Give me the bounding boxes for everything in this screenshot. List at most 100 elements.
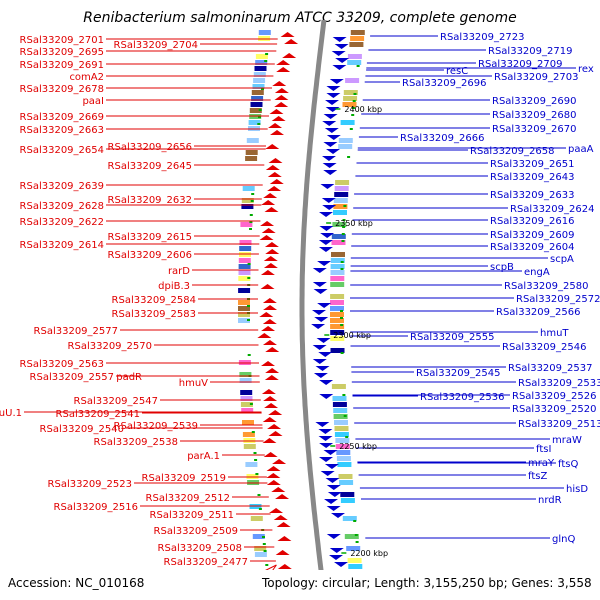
forward-gene-arrow	[257, 333, 272, 338]
reverse-gene-arrow	[323, 142, 338, 147]
reverse-gene-arrow	[314, 317, 329, 322]
gene-label-left: RSal33209_2615	[108, 232, 192, 243]
cog-band-inner	[331, 240, 346, 245]
forward-gene-arrow	[263, 193, 278, 198]
cog-band-inner	[346, 546, 361, 551]
gene-label-right: resC	[446, 66, 468, 77]
forward-gene-arrow	[265, 249, 280, 254]
cog-band-outer	[250, 516, 263, 521]
forward-gene-arrow	[268, 410, 283, 415]
rna-marker	[355, 541, 359, 543]
forward-gene-arrow	[264, 403, 279, 408]
rna-marker	[342, 394, 346, 396]
gene-label-left: RSal33209_2540	[40, 424, 124, 435]
rna-marker	[257, 123, 261, 125]
cog-band-outer	[240, 390, 253, 395]
rna-marker	[351, 114, 355, 116]
cog-band-outer	[239, 372, 252, 377]
reverse-gene-arrow	[316, 338, 331, 343]
tick-label: 2400 kbp	[344, 105, 382, 114]
map-title: Renibacterium salmoninarum ATCC 33209, c…	[83, 10, 516, 26]
reverse-gene-arrow	[319, 212, 334, 217]
gene-label-right: RSal33209_2555	[410, 332, 494, 343]
cog-band-outer	[241, 198, 254, 203]
rna-marker	[254, 459, 258, 461]
cog-band-inner	[334, 420, 348, 425]
reverse-gene-arrow	[317, 303, 332, 308]
gene-label-left: RSal33209_2547	[74, 396, 158, 407]
forward-gene-arrow	[266, 466, 281, 471]
forward-gene-arrow	[262, 319, 277, 324]
forward-gene-arrow	[274, 88, 289, 93]
gene-label-left: parA.1	[187, 451, 220, 462]
reverse-gene-arrow	[320, 184, 335, 189]
rna-marker	[249, 214, 253, 216]
reverse-gene-arrow	[332, 65, 347, 70]
gene-label-right: RSal33209_2658	[470, 146, 554, 157]
cog-band-outer	[255, 54, 268, 59]
gene-label-left: RSal33209_2695	[20, 47, 104, 58]
forward-gene-arrow	[263, 452, 278, 457]
reverse-gene-arrow	[319, 226, 334, 231]
cog-band-inner	[345, 78, 360, 83]
gene-label-left: RSal33209_2663	[20, 125, 104, 136]
gene-label-left: RSal33209_2508	[158, 543, 242, 554]
cog-band-inner	[336, 450, 351, 455]
cog-band-outer	[250, 102, 263, 107]
reverse-gene-arrow	[315, 422, 330, 427]
forward-gene-arrow	[282, 53, 297, 58]
gene-label-left: RSal33209_2538	[94, 437, 178, 448]
tick-label: 2250 kbp	[339, 442, 377, 451]
reverse-gene-arrow	[335, 58, 350, 63]
cog-band-inner	[335, 444, 350, 449]
cog-band-outer	[238, 276, 251, 281]
gene-label-left: RSal33209_2632	[108, 195, 192, 206]
reverse-gene-arrow	[323, 114, 338, 119]
rna-marker	[354, 534, 358, 536]
rna-marker	[345, 436, 349, 438]
forward-gene-arrow	[259, 312, 274, 317]
cog-band-outer	[242, 186, 255, 191]
forward-gene-arrow	[276, 67, 291, 72]
reverse-gene-arrow	[334, 44, 349, 49]
gene-label-right: RSal33209_2624	[510, 204, 594, 215]
gene-label-right: RSal33209_2709	[478, 59, 562, 70]
gene-label-left: hmuU.1	[0, 408, 22, 419]
gene-label-left: RSal33209_2656	[108, 142, 192, 153]
forward-gene-arrow	[261, 326, 276, 331]
cog-band-outer	[241, 408, 254, 413]
reverse-gene-arrow	[320, 471, 335, 476]
gene-label-left: RSal33209_2584	[112, 295, 196, 306]
rna-marker	[258, 109, 262, 111]
reverse-gene-arrow	[319, 380, 334, 385]
tick-label: 2300 kbp	[333, 331, 371, 340]
cog-band-inner	[338, 474, 353, 479]
cog-band-inner	[334, 186, 349, 191]
cog-band-inner	[349, 42, 364, 47]
gene-label-left: RSal33209_2678	[20, 84, 104, 95]
reverse-gene-arrow	[329, 79, 344, 84]
gene-label-left: paaI	[82, 96, 104, 107]
cog-band-inner	[333, 210, 347, 215]
forward-gene-arrow	[274, 95, 289, 100]
cog-band-inner	[344, 534, 359, 539]
reverse-gene-arrow	[331, 51, 346, 56]
tick-label: 2350 kbp	[335, 219, 373, 228]
reverse-genes	[311, 37, 360, 567]
reverse-gene-arrow	[322, 163, 337, 168]
forward-gene-arrow	[265, 144, 280, 149]
right-labels: RSal33209_2723 RSal33209_2719 RSal33209_27…	[400, 32, 600, 545]
gene-label-right: scpA	[550, 254, 574, 265]
reverse-gene-arrow	[331, 513, 346, 518]
gene-label-right: scpB	[490, 262, 514, 273]
forward-gene-arrow	[262, 340, 277, 345]
reverse-gene-arrow	[311, 310, 326, 315]
gene-label-left: RSal33209_2557	[30, 372, 114, 383]
forward-gene-arrow	[263, 305, 278, 310]
reverse-gene-arrow	[318, 240, 333, 245]
cog-band-inner	[347, 558, 362, 563]
gene-label-left: RSal33209_2541	[56, 409, 140, 420]
reverse-gene-arrow	[329, 548, 344, 553]
gene-label-left: RSal33209_2654	[20, 145, 104, 156]
rna-marker	[247, 354, 251, 356]
